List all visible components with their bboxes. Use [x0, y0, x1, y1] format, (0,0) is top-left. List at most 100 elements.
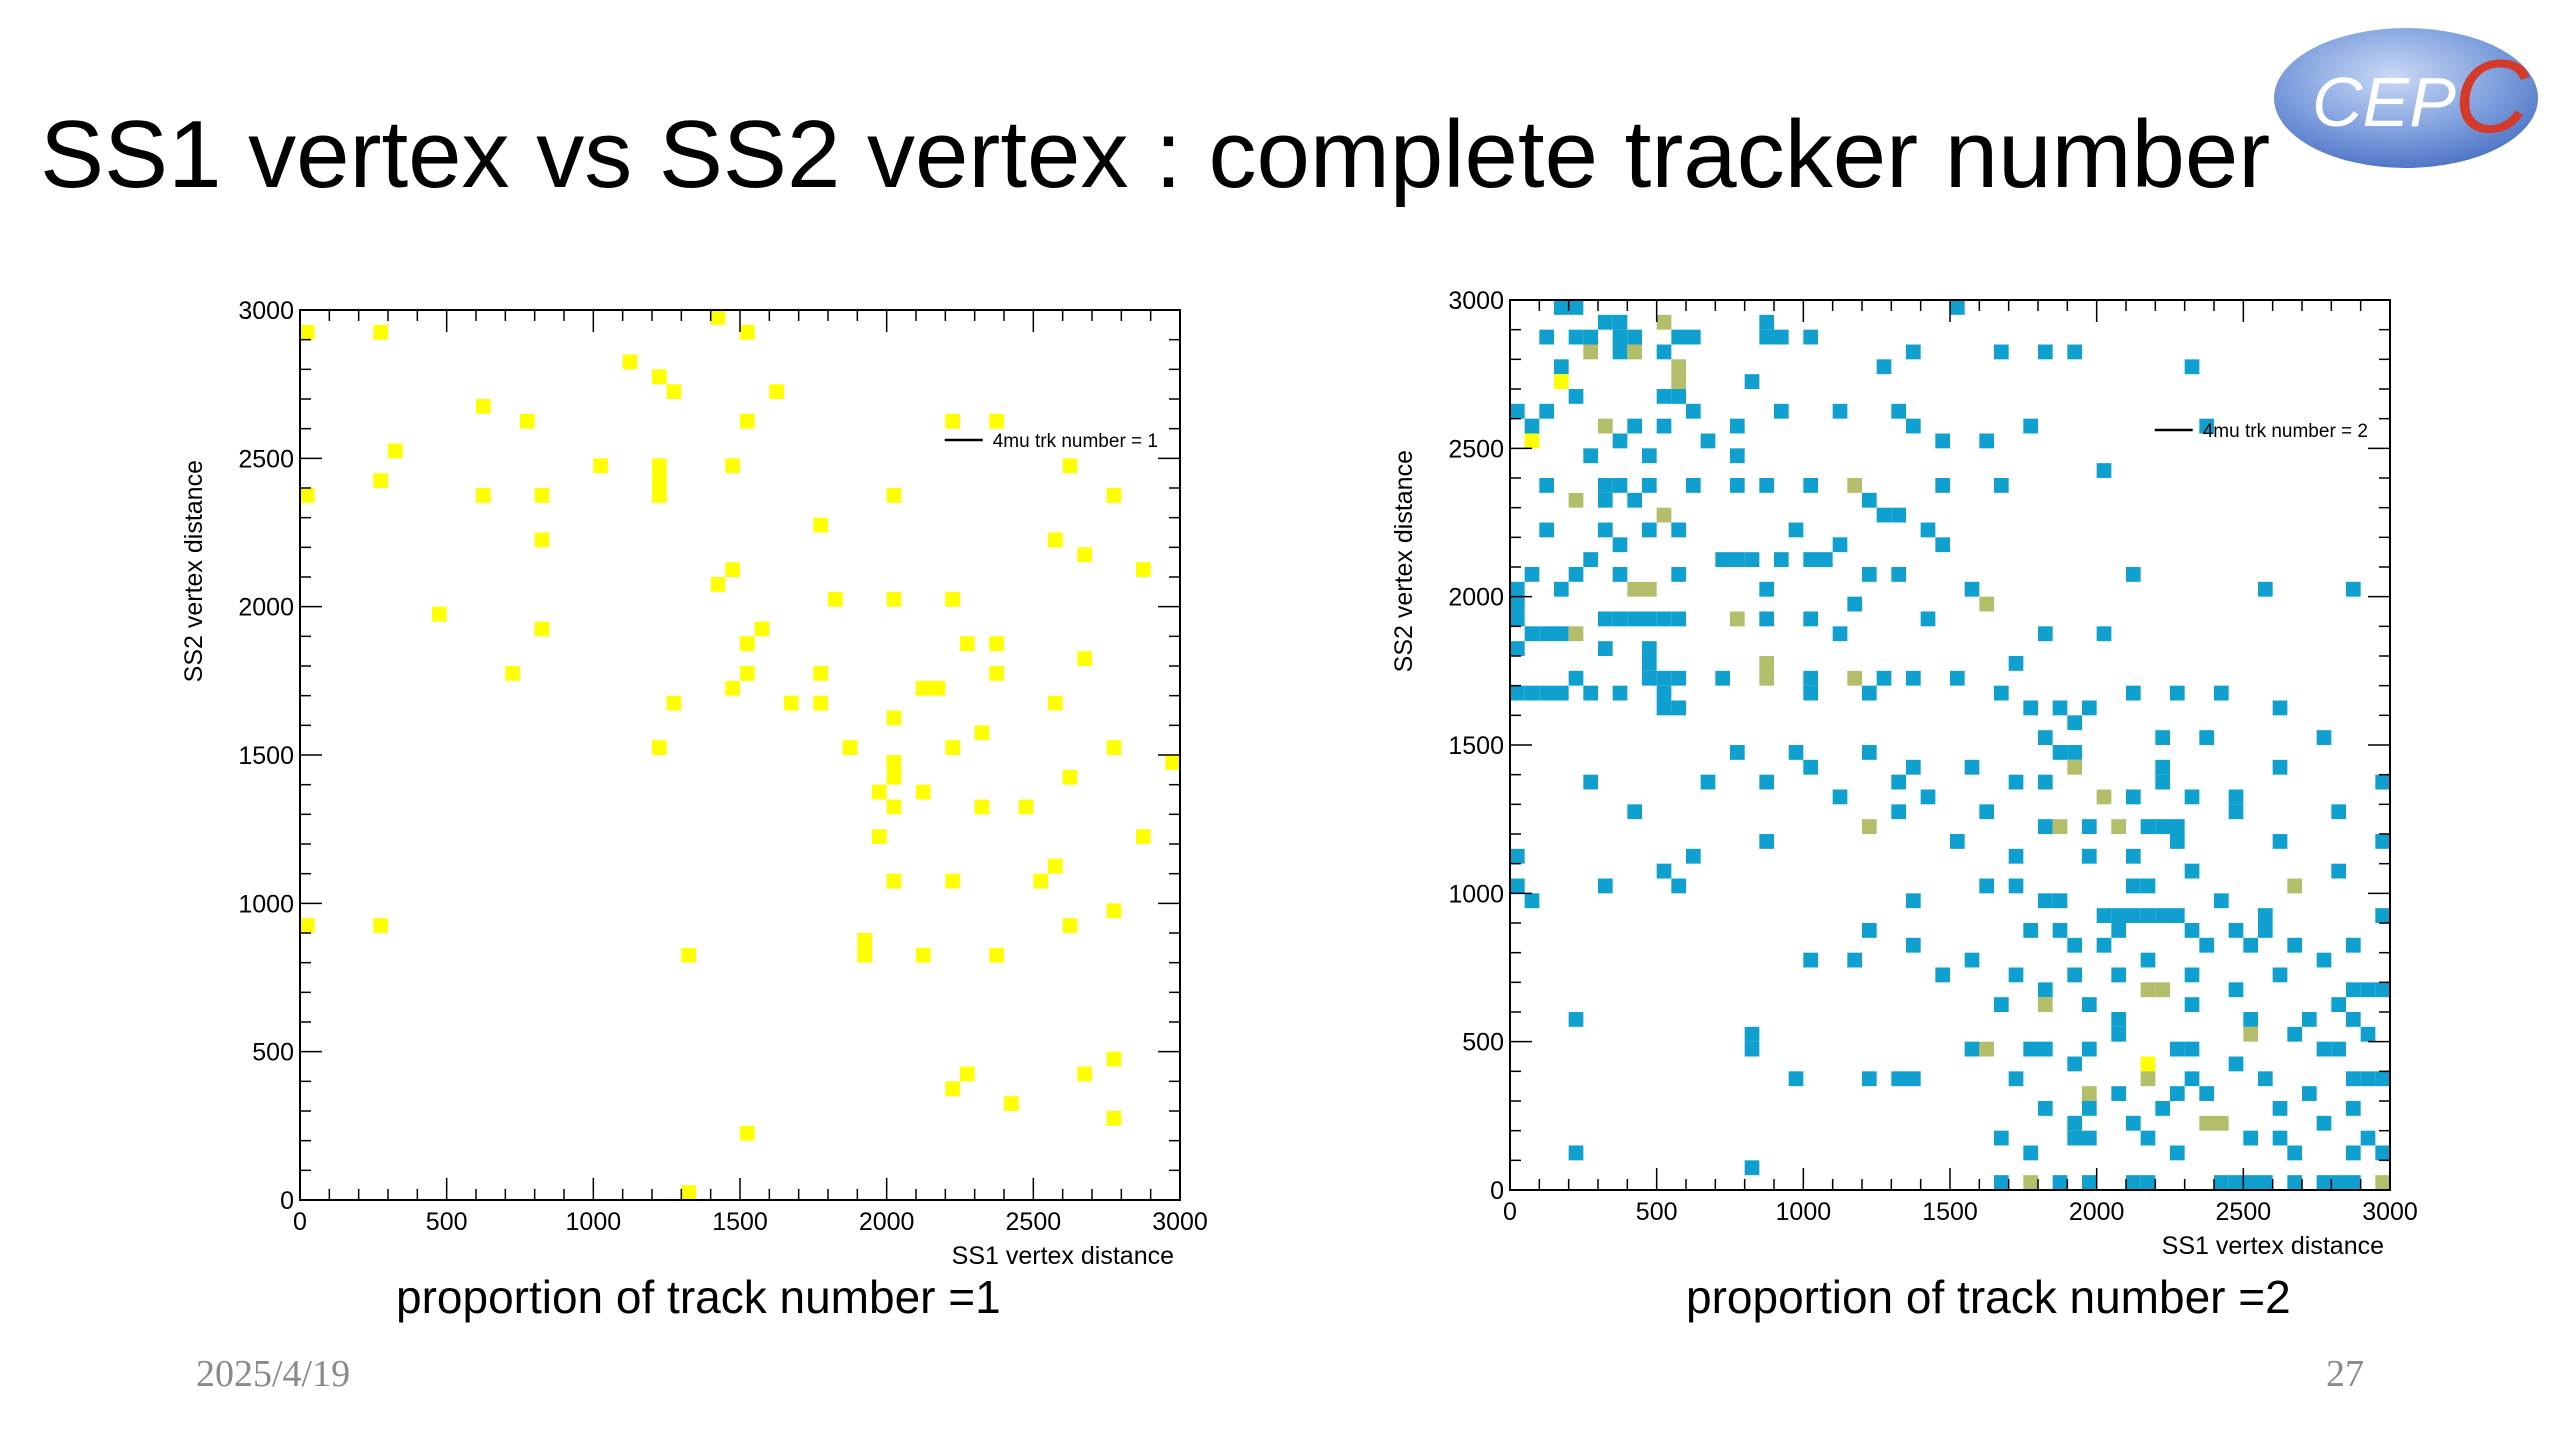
y-axis-label: SS2 vertex distance: [180, 460, 208, 682]
heatmap-cell: [945, 740, 960, 755]
y-tick-label: 0: [1490, 1177, 1504, 1205]
heatmap-cell: [2038, 982, 2053, 998]
heatmap-cell: [2155, 759, 2170, 775]
heatmap-cell: [1062, 918, 1078, 933]
heatmap-cell: [2316, 1041, 2332, 1057]
heatmap-cell: [1788, 745, 1804, 760]
heatmap-cell: [710, 310, 726, 325]
heatmap-cell: [1979, 596, 1994, 612]
heatmap-cell: [740, 1125, 755, 1141]
heatmap-cell: [2038, 997, 2053, 1012]
heatmap-cell: [1891, 774, 1906, 790]
heatmap-cell: [1964, 759, 1980, 775]
heatmap-cell: [2360, 1071, 2376, 1087]
heatmap-cell: [1847, 478, 1862, 493]
heatmap-cell: [300, 918, 315, 933]
heatmap-cell: [1656, 685, 1672, 701]
heatmap-cell: [2287, 1145, 2302, 1161]
heatmap-cell: [1686, 848, 1701, 864]
heatmap-cell: [2067, 967, 2082, 983]
heatmap-cell: [2331, 804, 2346, 820]
heatmap-cell: [1554, 581, 1569, 597]
heatmap-cell: [2052, 1175, 2068, 1190]
heatmap-cell: [1862, 1071, 1877, 1087]
heatmap-cell: [2360, 982, 2376, 998]
heatmap-cell: [2155, 982, 2170, 998]
x-tick-label: 0: [293, 1208, 307, 1236]
heatmap-cell: [534, 621, 550, 637]
heatmap-cell: [1891, 567, 1906, 582]
heatmap-cell: [1950, 670, 1965, 686]
heatmap-cell: [1598, 418, 1613, 434]
heatmap-cell: [1759, 774, 1774, 790]
heatmap-cell: [974, 725, 990, 741]
heatmap-cell: [2140, 1056, 2156, 1072]
heatmap-cell: [725, 458, 740, 474]
heatmap-cell: [2111, 1086, 2126, 1101]
heatmap-cell: [740, 666, 755, 681]
heatmap-cell: [1598, 492, 1613, 508]
heatmap-cell: [1686, 329, 1701, 345]
heatmap-cell: [2082, 997, 2097, 1012]
heatmap-cell: [1524, 433, 1540, 449]
heatmap-cell: [1906, 893, 1921, 909]
heatmap-cell: [2111, 908, 2126, 923]
heatmap-cell: [1106, 1111, 1122, 1126]
heatmap-cell: [1656, 314, 1672, 330]
heatmap-cell: [1671, 522, 1686, 538]
heatmap-cell: [2008, 848, 2024, 864]
heatmap-cell: [989, 636, 1004, 652]
heatmap-cell: [1862, 492, 1877, 508]
heatmap-cell: [1554, 626, 1569, 642]
heatmap-cell: [2111, 967, 2126, 983]
heatmap-cell: [886, 591, 902, 607]
svg-text:C: C: [2454, 39, 2530, 155]
heatmap-cell: [1847, 952, 1862, 968]
heatmap-cell: [1803, 478, 1818, 493]
heatmap-cell: [2243, 1130, 2258, 1146]
heatmap-cell: [960, 636, 975, 652]
heatmap-cell: [1612, 478, 1628, 493]
heatmap-cell: [1510, 878, 1525, 894]
heatmap-cell: [1759, 656, 1774, 671]
heatmap-cell: [1964, 952, 1980, 968]
heatmap-cell: [1554, 374, 1569, 389]
heatmap-cell: [1920, 611, 1936, 627]
heatmap-cell: [1642, 478, 1657, 493]
heatmap-cell: [1686, 478, 1701, 493]
heatmap-cell: [989, 413, 1004, 429]
heatmap-cell: [2375, 1145, 2390, 1161]
heatmap-cell: [1656, 389, 1672, 404]
y-tick-label: 1500: [238, 742, 294, 770]
heatmap-cell: [2170, 834, 2185, 849]
x-tick-label: 500: [426, 1208, 468, 1236]
heatmap-cell: [1715, 552, 1730, 567]
heatmap-cell: [2214, 1115, 2229, 1131]
heatmap-cell: [300, 324, 315, 340]
x-tick-label: 1500: [1922, 1198, 1978, 1226]
heatmap-cell: [2170, 1145, 2185, 1161]
histogram-left: 0 500 1000 1500 2000 2500 3000 0 500 1000 1500 2000…: [170, 290, 1230, 1285]
heatmap-cell: [2331, 1175, 2346, 1190]
heatmap-cell: [2258, 1175, 2273, 1190]
heatmap-cell: [2287, 1175, 2302, 1190]
heatmap-cell: [1847, 670, 1862, 686]
heatmap-cell: [2228, 923, 2244, 938]
x-tick-label: 2500: [1006, 1208, 1062, 1236]
heatmap-cell: [1994, 1130, 2009, 1146]
heatmap-cell: [2228, 982, 2244, 998]
x-axis-label: SS1 vertex distance: [2162, 1232, 2384, 1260]
heatmap-cell: [1730, 552, 1745, 567]
heatmap-cell: [1744, 552, 1760, 567]
heatmap-cell: [1018, 799, 1034, 815]
heatmap-cell: [2199, 418, 2214, 434]
heatmap-cell: [2155, 1101, 2170, 1116]
heatmap-cell: [1847, 596, 1862, 612]
y-tick-label: 500: [1462, 1029, 1504, 1057]
heatmap-cell: [1656, 863, 1672, 879]
heatmap-cell: [886, 769, 902, 785]
slide-page-number: 27: [2326, 1353, 2364, 1395]
heatmap-cell: [1048, 695, 1063, 711]
heatmap-cell: [1671, 359, 1686, 375]
heatmap-cell: [2082, 1041, 2097, 1057]
